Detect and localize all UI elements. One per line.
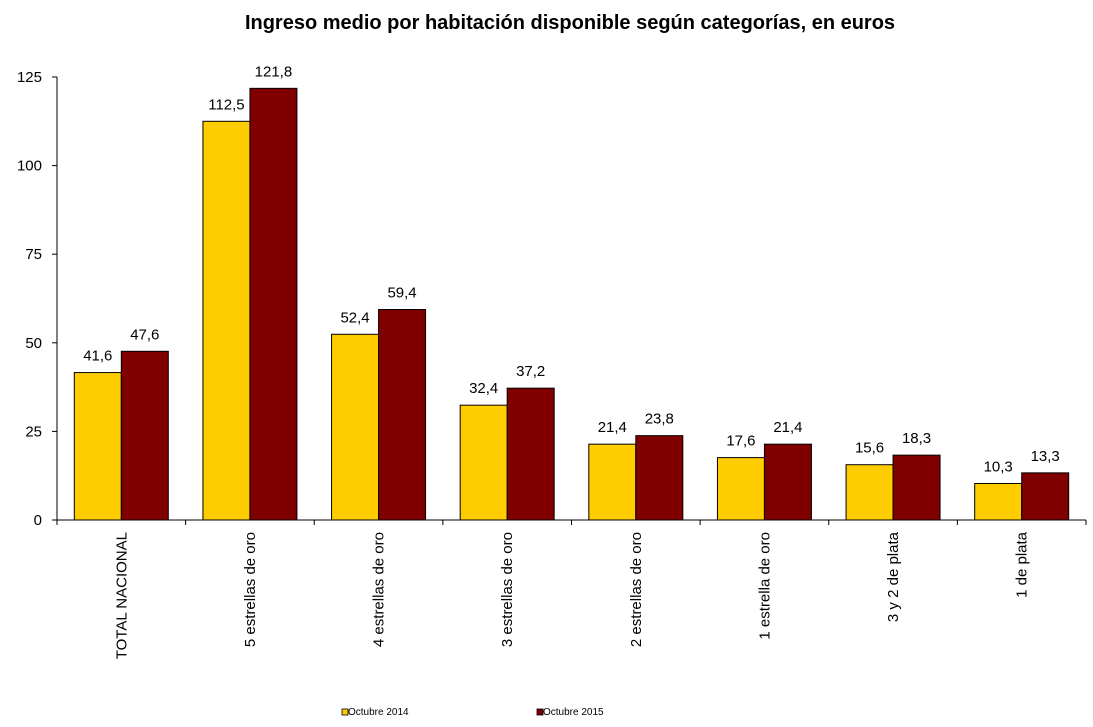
- bar-octubre-2015: [378, 308, 427, 521]
- bar-octubre-2015: [892, 454, 941, 521]
- data-label: 21,4: [773, 419, 802, 436]
- data-label: 52,4: [340, 309, 369, 326]
- data-label: 17,6: [726, 433, 755, 450]
- legend-label: Octubre 2015: [543, 707, 604, 718]
- y-tick-label: 125: [17, 69, 42, 86]
- x-category-label: 1 de plata: [1014, 531, 1031, 598]
- data-label: 37,2: [516, 363, 545, 380]
- data-label: 32,4: [469, 380, 498, 397]
- bar-octubre-2015: [1021, 472, 1070, 521]
- bar-octubre-2015: [506, 387, 555, 521]
- chart-axes: 0 25 50 75 100 125: [17, 69, 1087, 529]
- data-label: 47,6: [130, 326, 159, 343]
- chart-data-labels: 41,6 47,6 112,5 121,8 52,4 59,4 32,4 37,2 21,4 23…: [83, 63, 1060, 475]
- y-tick-label: 25: [25, 423, 42, 440]
- y-tick-label: 75: [25, 246, 42, 263]
- chart-legend: Octubre 2014 Octubre 2015: [341, 707, 604, 718]
- x-category-label: 4 estrellas de oro: [371, 532, 388, 647]
- bar-octubre-2014: [845, 464, 894, 521]
- data-label: 18,3: [902, 430, 931, 447]
- bar-octubre-2014: [459, 404, 508, 521]
- bar-octubre-2014: [331, 333, 380, 521]
- legend-label: Octubre 2014: [348, 707, 409, 718]
- bar-octubre-2014: [588, 443, 637, 521]
- chart-category-labels: TOTAL NACIONAL 5 estrellas de oro 4 estrel…: [113, 531, 1030, 659]
- bar-octubre-2015: [249, 87, 298, 521]
- legend-swatch: [536, 708, 544, 716]
- x-category-label: TOTAL NACIONAL: [113, 532, 130, 659]
- x-category-label: 3 estrellas de oro: [499, 532, 516, 647]
- data-label: 13,3: [1031, 448, 1060, 465]
- x-category-label: 5 estrellas de oro: [242, 532, 259, 647]
- chart-bars: [73, 87, 1070, 521]
- bar-octubre-2015: [763, 443, 812, 521]
- x-category-label: 1 estrella de oro: [756, 532, 773, 640]
- y-tick-label: 50: [25, 335, 42, 352]
- bar-octubre-2014: [202, 120, 251, 521]
- bar-octubre-2014: [974, 482, 1023, 521]
- data-label: 121,8: [255, 63, 293, 80]
- bar-octubre-2014: [73, 372, 122, 521]
- bar-octubre-2015: [120, 350, 169, 521]
- y-tick-label: 0: [34, 512, 42, 529]
- x-category-label: 3 y 2 de plata: [885, 531, 902, 622]
- data-label: 23,8: [645, 411, 674, 428]
- data-label: 59,4: [387, 284, 416, 301]
- chart-title: Ingreso medio por habitación disponible …: [244, 12, 896, 34]
- legend-swatch: [341, 708, 349, 716]
- data-label: 10,3: [984, 458, 1013, 475]
- data-label: 21,4: [598, 419, 627, 436]
- y-tick-label: 100: [17, 158, 42, 175]
- data-label: 41,6: [83, 348, 112, 365]
- bar-octubre-2015: [635, 435, 684, 521]
- data-label: 112,5: [208, 96, 244, 113]
- data-label: 15,6: [855, 440, 884, 457]
- x-category-label: 2 estrellas de oro: [628, 532, 645, 647]
- bar-octubre-2014: [716, 457, 765, 521]
